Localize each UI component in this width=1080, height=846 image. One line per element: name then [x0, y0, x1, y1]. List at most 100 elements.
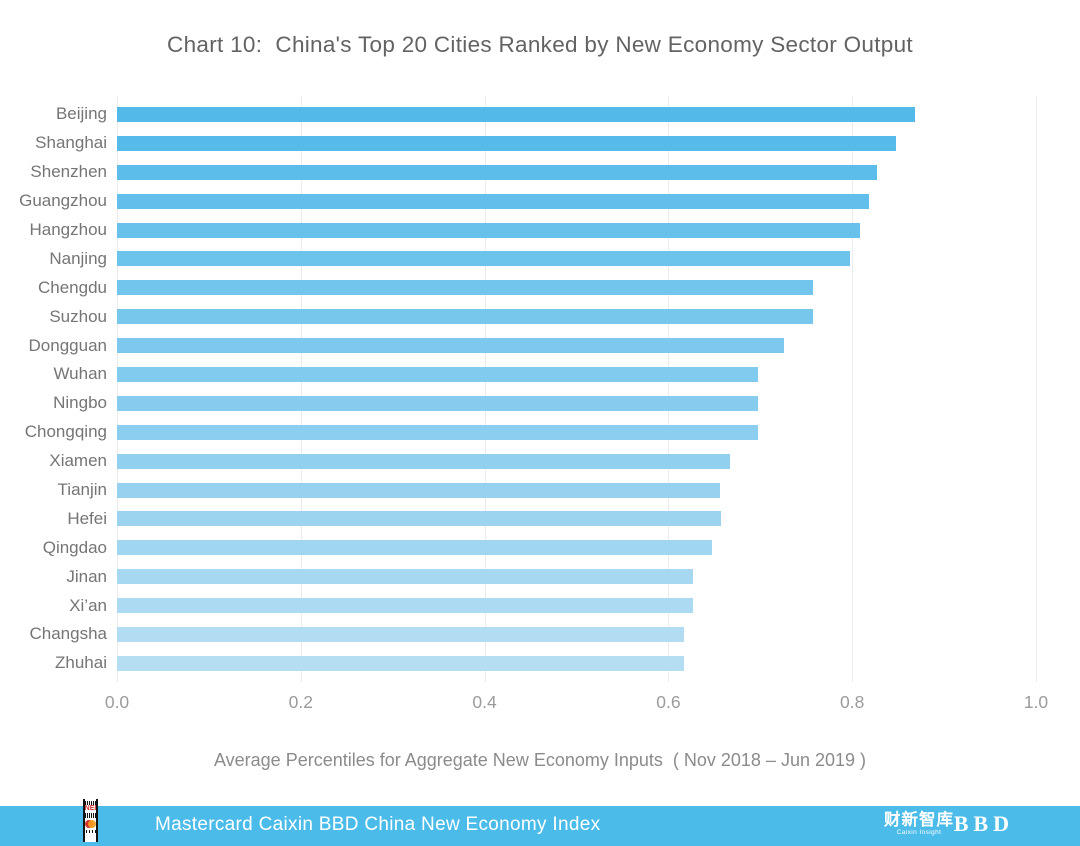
nei-logo-barcode-mid [85, 813, 96, 818]
bar-track [117, 453, 1036, 469]
bar-row: Beijing [0, 100, 1080, 129]
x-tick-label: 0.2 [288, 692, 313, 712]
bar-label: Hangzhou [29, 220, 107, 239]
bar-row: Changsha [0, 620, 1080, 649]
bar-label: Xi’an [69, 595, 107, 615]
bar-row: Guangzhou [0, 187, 1080, 216]
bar [117, 598, 694, 614]
bar-track [117, 569, 1036, 585]
bar-label: Shanghai [35, 133, 107, 153]
bar [117, 424, 759, 440]
bar-row: Qingdao [0, 533, 1080, 562]
bar-label: Beijing [55, 104, 107, 124]
bar-track [117, 598, 1036, 614]
bar-label: Ningbo [53, 393, 107, 413]
bar-label: Qingdao [42, 537, 107, 557]
bar-label: Tianjin [57, 480, 107, 500]
bar-row: Nanjing [0, 244, 1080, 273]
x-tick-label: 0.8 [840, 692, 865, 712]
bar-track [117, 338, 1036, 354]
bar [117, 309, 813, 325]
bar-label: Nanjing [49, 248, 107, 268]
bar [117, 511, 721, 527]
bar [117, 395, 759, 411]
bar-track [117, 482, 1036, 498]
bar-label: Guangzhou [19, 191, 107, 211]
bar-label: Zhuhai [55, 653, 107, 673]
bar-row: Jinan [0, 562, 1080, 591]
bar-row: Chongqing [0, 418, 1080, 447]
gridline [852, 96, 854, 682]
bar-label: Dongguan [28, 335, 107, 355]
caixin-insight-logo: 财新智库 Caixin Insight [884, 812, 954, 837]
bar-label: Hefei [67, 508, 107, 528]
bar-track [117, 540, 1036, 556]
bar [117, 164, 877, 180]
bar [117, 540, 712, 556]
bar [117, 251, 851, 267]
x-tick-label: 0.0 [104, 692, 130, 712]
nei-logo-text: NEI [84, 805, 97, 812]
bar [117, 338, 785, 354]
chart-title: Chart 10: China's Top 20 Cities Ranked b… [167, 32, 913, 57]
bar-track [117, 106, 1036, 122]
bar [117, 569, 694, 585]
footer-bar: NEI Mastercard Caixin BBD China New Econ… [0, 799, 1080, 846]
bar-label: Xiamen [49, 451, 107, 471]
nei-logo-barcode-top [85, 801, 96, 805]
bar-track [117, 655, 1036, 671]
bar-track [117, 251, 1036, 267]
bar [117, 280, 813, 296]
x-tick-label: 1.0 [1023, 692, 1049, 712]
caixin-cn-text: 财新智库 [884, 811, 954, 829]
bar-track [117, 164, 1036, 180]
bar-label: Changsha [29, 624, 107, 644]
bbd-logo: BBD [953, 811, 1014, 836]
x-axis-label: Average Percentiles for Aggregate New Ec… [213, 750, 867, 770]
bar-track [117, 222, 1036, 238]
bar-label: Shenzhen [30, 162, 107, 182]
bar-row: Shanghai [0, 129, 1080, 158]
bar-label: Jinan [66, 566, 107, 586]
bar-row: Suzhou [0, 302, 1080, 331]
gridline [117, 96, 118, 682]
bar-row: Hangzhou [0, 216, 1080, 245]
bar-label: Chongqing [24, 422, 107, 442]
bar-row: Hefei [0, 504, 1080, 533]
bar-row: Zhuhai [0, 649, 1080, 678]
bar [117, 626, 685, 642]
gridline [1036, 96, 1037, 682]
bar-rows: Beijing Shanghai Shenzhen Guangzhou Hangzhou… [0, 100, 1080, 678]
bar-row: Xiamen [0, 447, 1080, 476]
gridlines [117, 96, 1037, 682]
bar-row: Shenzhen [0, 158, 1080, 187]
x-axis-ticks: 0.0 0.2 0.4 0.6 0.8 1.0 [105, 692, 1048, 716]
bar-track [117, 511, 1036, 527]
bar-label: Chengdu [37, 277, 107, 297]
mastercard-circles-icon [85, 820, 96, 829]
bar [117, 193, 869, 209]
bar-track [117, 135, 1036, 151]
bar-row: Ningbo [0, 389, 1080, 418]
bar-row: Chengdu [0, 273, 1080, 302]
nei-logo-barcode-bottom [85, 830, 96, 833]
bar-track [117, 280, 1036, 296]
gridline [300, 96, 302, 682]
bar-label: Suzhou [49, 306, 107, 326]
footer-title: Mastercard Caixin BBD China New Economy … [155, 814, 601, 835]
bar-row: Wuhan [0, 360, 1080, 389]
nei-logo: NEI [83, 799, 98, 842]
bar-track [117, 366, 1036, 382]
bar [117, 135, 897, 151]
bar [117, 482, 720, 498]
x-tick-label: 0.4 [472, 692, 497, 712]
bar-track [117, 424, 1036, 440]
x-tick-label: 0.6 [656, 692, 681, 712]
bar [117, 366, 759, 382]
caixin-en-text: Caixin Insight [896, 829, 942, 836]
bar [117, 222, 860, 238]
bar-row: Dongguan [0, 331, 1080, 360]
bar-row: Xi’an [0, 591, 1080, 620]
gridline [484, 96, 486, 682]
